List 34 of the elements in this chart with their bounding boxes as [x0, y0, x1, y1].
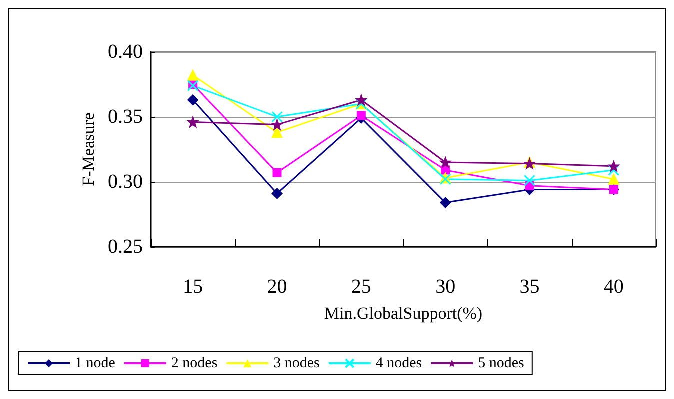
y-axis-title: F-Measure	[79, 112, 98, 186]
x-tick-label: 35	[520, 276, 540, 298]
point	[272, 127, 283, 138]
point	[187, 80, 199, 92]
point	[356, 111, 366, 120]
point	[272, 119, 283, 130]
point	[272, 168, 282, 178]
point	[524, 174, 536, 186]
point	[188, 94, 199, 106]
point	[608, 160, 620, 172]
y-tick-label: 0.25	[108, 236, 143, 258]
x-tick-label: 25	[351, 276, 372, 298]
legend-label: 2 nodes	[171, 356, 218, 372]
y-tick-label: 0.40	[108, 41, 143, 63]
point	[608, 164, 620, 176]
x-tick-label: 20	[267, 276, 288, 298]
point	[440, 157, 452, 168]
legend-label: 1 node	[75, 356, 116, 372]
point	[188, 70, 199, 81]
point	[440, 197, 452, 208]
legend-label: 5 nodes	[478, 356, 525, 372]
y-tick-label: 0.35	[108, 106, 143, 128]
legend-label: 4 nodes	[376, 356, 422, 372]
x-tick-label: 40	[604, 276, 624, 298]
legend-label: 3 nodes	[274, 356, 320, 372]
point	[272, 188, 283, 200]
point	[608, 174, 620, 185]
point	[188, 116, 199, 128]
point	[356, 94, 367, 106]
point	[272, 111, 283, 123]
y-tick-label: 0.30	[108, 171, 143, 193]
x-axis-title: Min.GlobalSupport(%)	[324, 304, 483, 323]
x-tick-label: 15	[183, 276, 204, 298]
x-tick-label: 30	[436, 276, 456, 298]
